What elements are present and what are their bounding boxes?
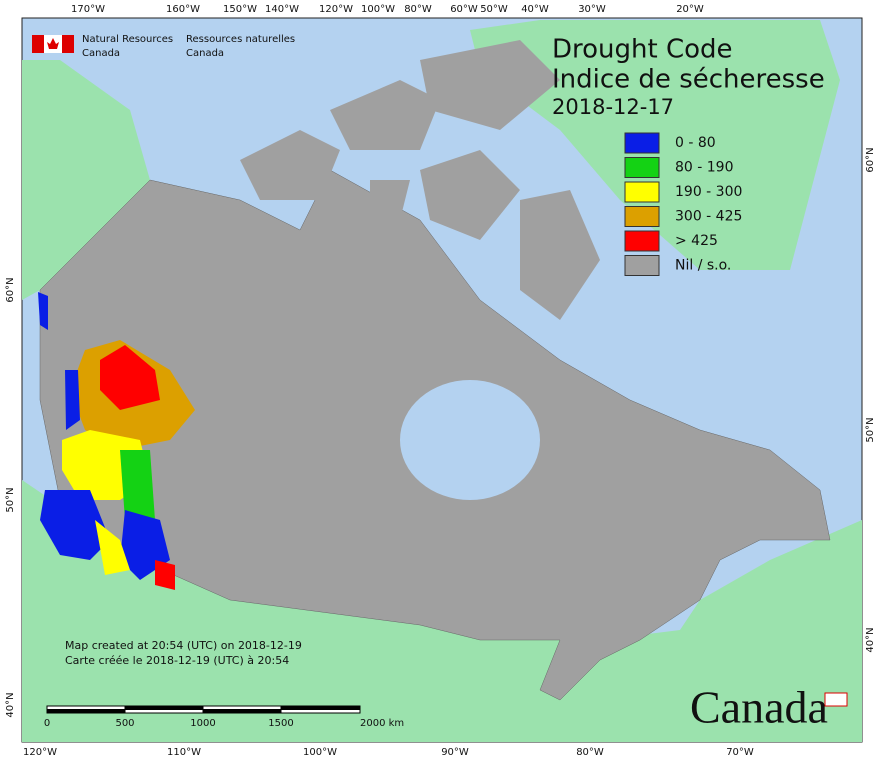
legend-label: 80 - 190 (675, 160, 734, 176)
legend-label: 300 - 425 (675, 209, 742, 225)
scale-label: 2000 km (360, 718, 404, 729)
graticule-label: 160°W (166, 4, 200, 15)
title: Drought Code (552, 35, 733, 65)
graticule-label: 60°N (5, 277, 16, 302)
title: Indice de sécheresse (552, 65, 825, 95)
graticule-label: 80°W (404, 4, 432, 15)
scale-label: 1000 (190, 718, 215, 729)
fire-zones (38, 292, 195, 590)
graticule-label: 50°N (5, 487, 16, 512)
graticule-label: 80°W (576, 747, 604, 758)
graticule-label: 20°W (676, 4, 704, 15)
legend-swatch (624, 181, 660, 203)
graticule-label: 70°W (726, 747, 754, 758)
graticule-label: 60°W (450, 4, 478, 15)
graticule-label: 120°W (319, 4, 353, 15)
wordmark-flag (824, 692, 848, 707)
legend-swatch (624, 230, 660, 252)
alaska (22, 60, 150, 300)
graticule-label: 90°W (441, 747, 469, 758)
wordmark: Canada (690, 682, 828, 733)
footnote: Carte créée le 2018-12-19 (UTC) à 20:54 (65, 654, 289, 667)
hudson-bay (400, 380, 540, 500)
legend-swatch (624, 157, 660, 178)
arctic-islands (240, 40, 600, 320)
agency-fr: Canada (186, 48, 224, 59)
scale-label: 0 (44, 718, 50, 729)
graticule-label: 30°W (578, 4, 606, 15)
legend-label: 190 - 300 (675, 184, 742, 200)
usa (22, 480, 862, 742)
graticule-label: 60°N (865, 147, 876, 172)
title-date: 2018-12-17 (552, 95, 674, 119)
agency-fr: Ressources naturelles (186, 34, 295, 45)
graticule-label: 170°W (71, 4, 105, 15)
flag-bar (62, 35, 74, 53)
legend-swatch (624, 132, 660, 154)
graticule-label: 40°N (5, 692, 16, 717)
scale-label: 1500 (268, 718, 293, 729)
graticule-label: 100°W (303, 747, 337, 758)
legend-label: 0 - 80 (675, 135, 716, 151)
agency-en: Natural Resources (82, 34, 173, 45)
graticule-label: 140°W (265, 4, 299, 15)
graticule-label: 40°N (865, 627, 876, 652)
legend-swatch (624, 255, 660, 276)
graticule-label: 120°W (23, 747, 57, 758)
graticule-label: 40°W (521, 4, 549, 15)
scale-label: 500 (115, 718, 134, 729)
flag-bar (32, 35, 44, 53)
graticule-label: 110°W (167, 747, 201, 758)
legend-label: > 425 (675, 233, 718, 249)
agency-en: Canada (82, 48, 120, 59)
graticule-label: 100°W (361, 4, 395, 15)
scale-bar (46, 705, 361, 714)
footnote: Map created at 20:54 (UTC) on 2018-12-19 (65, 639, 302, 652)
graticule-label: 150°W (223, 4, 257, 15)
graticule-label: 50°W (480, 4, 508, 15)
graticule-label: 50°N (865, 417, 876, 442)
legend-swatch (624, 206, 660, 227)
flag-leaf (47, 38, 59, 49)
legend-label: Nil / s.o. (675, 258, 731, 274)
